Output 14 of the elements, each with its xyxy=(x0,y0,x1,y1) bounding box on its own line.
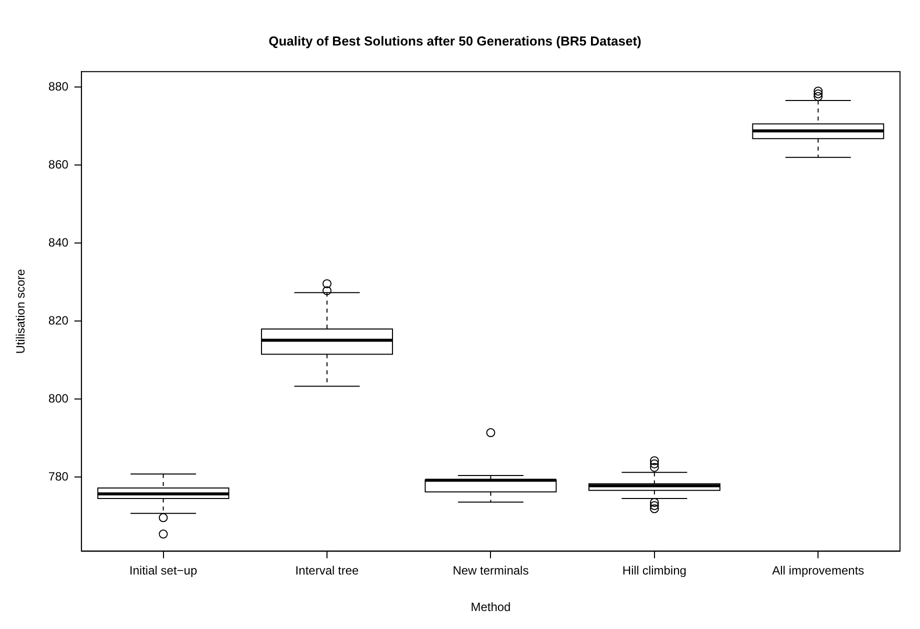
x-axis-title: Method xyxy=(470,600,511,614)
y-tick-label: 800 xyxy=(48,391,69,406)
y-tick-label: 820 xyxy=(48,313,69,328)
x-tick-label: New terminals xyxy=(452,564,529,578)
x-tick-label: Initial set−up xyxy=(129,564,198,578)
x-tick-label: All improvements xyxy=(772,564,864,578)
y-tick-label: 840 xyxy=(48,235,69,250)
y-tick-label: 780 xyxy=(48,469,69,484)
x-tick-label: Interval tree xyxy=(295,564,359,578)
y-tick-label: 880 xyxy=(48,80,69,94)
chart-title: Quality of Best Solutions after 50 Generations (BR5 Dataset) xyxy=(268,33,642,48)
y-axis-title: Utilisation score xyxy=(14,268,28,354)
y-tick-label: 860 xyxy=(48,157,69,172)
x-tick-label: Hill climbing xyxy=(622,564,686,578)
